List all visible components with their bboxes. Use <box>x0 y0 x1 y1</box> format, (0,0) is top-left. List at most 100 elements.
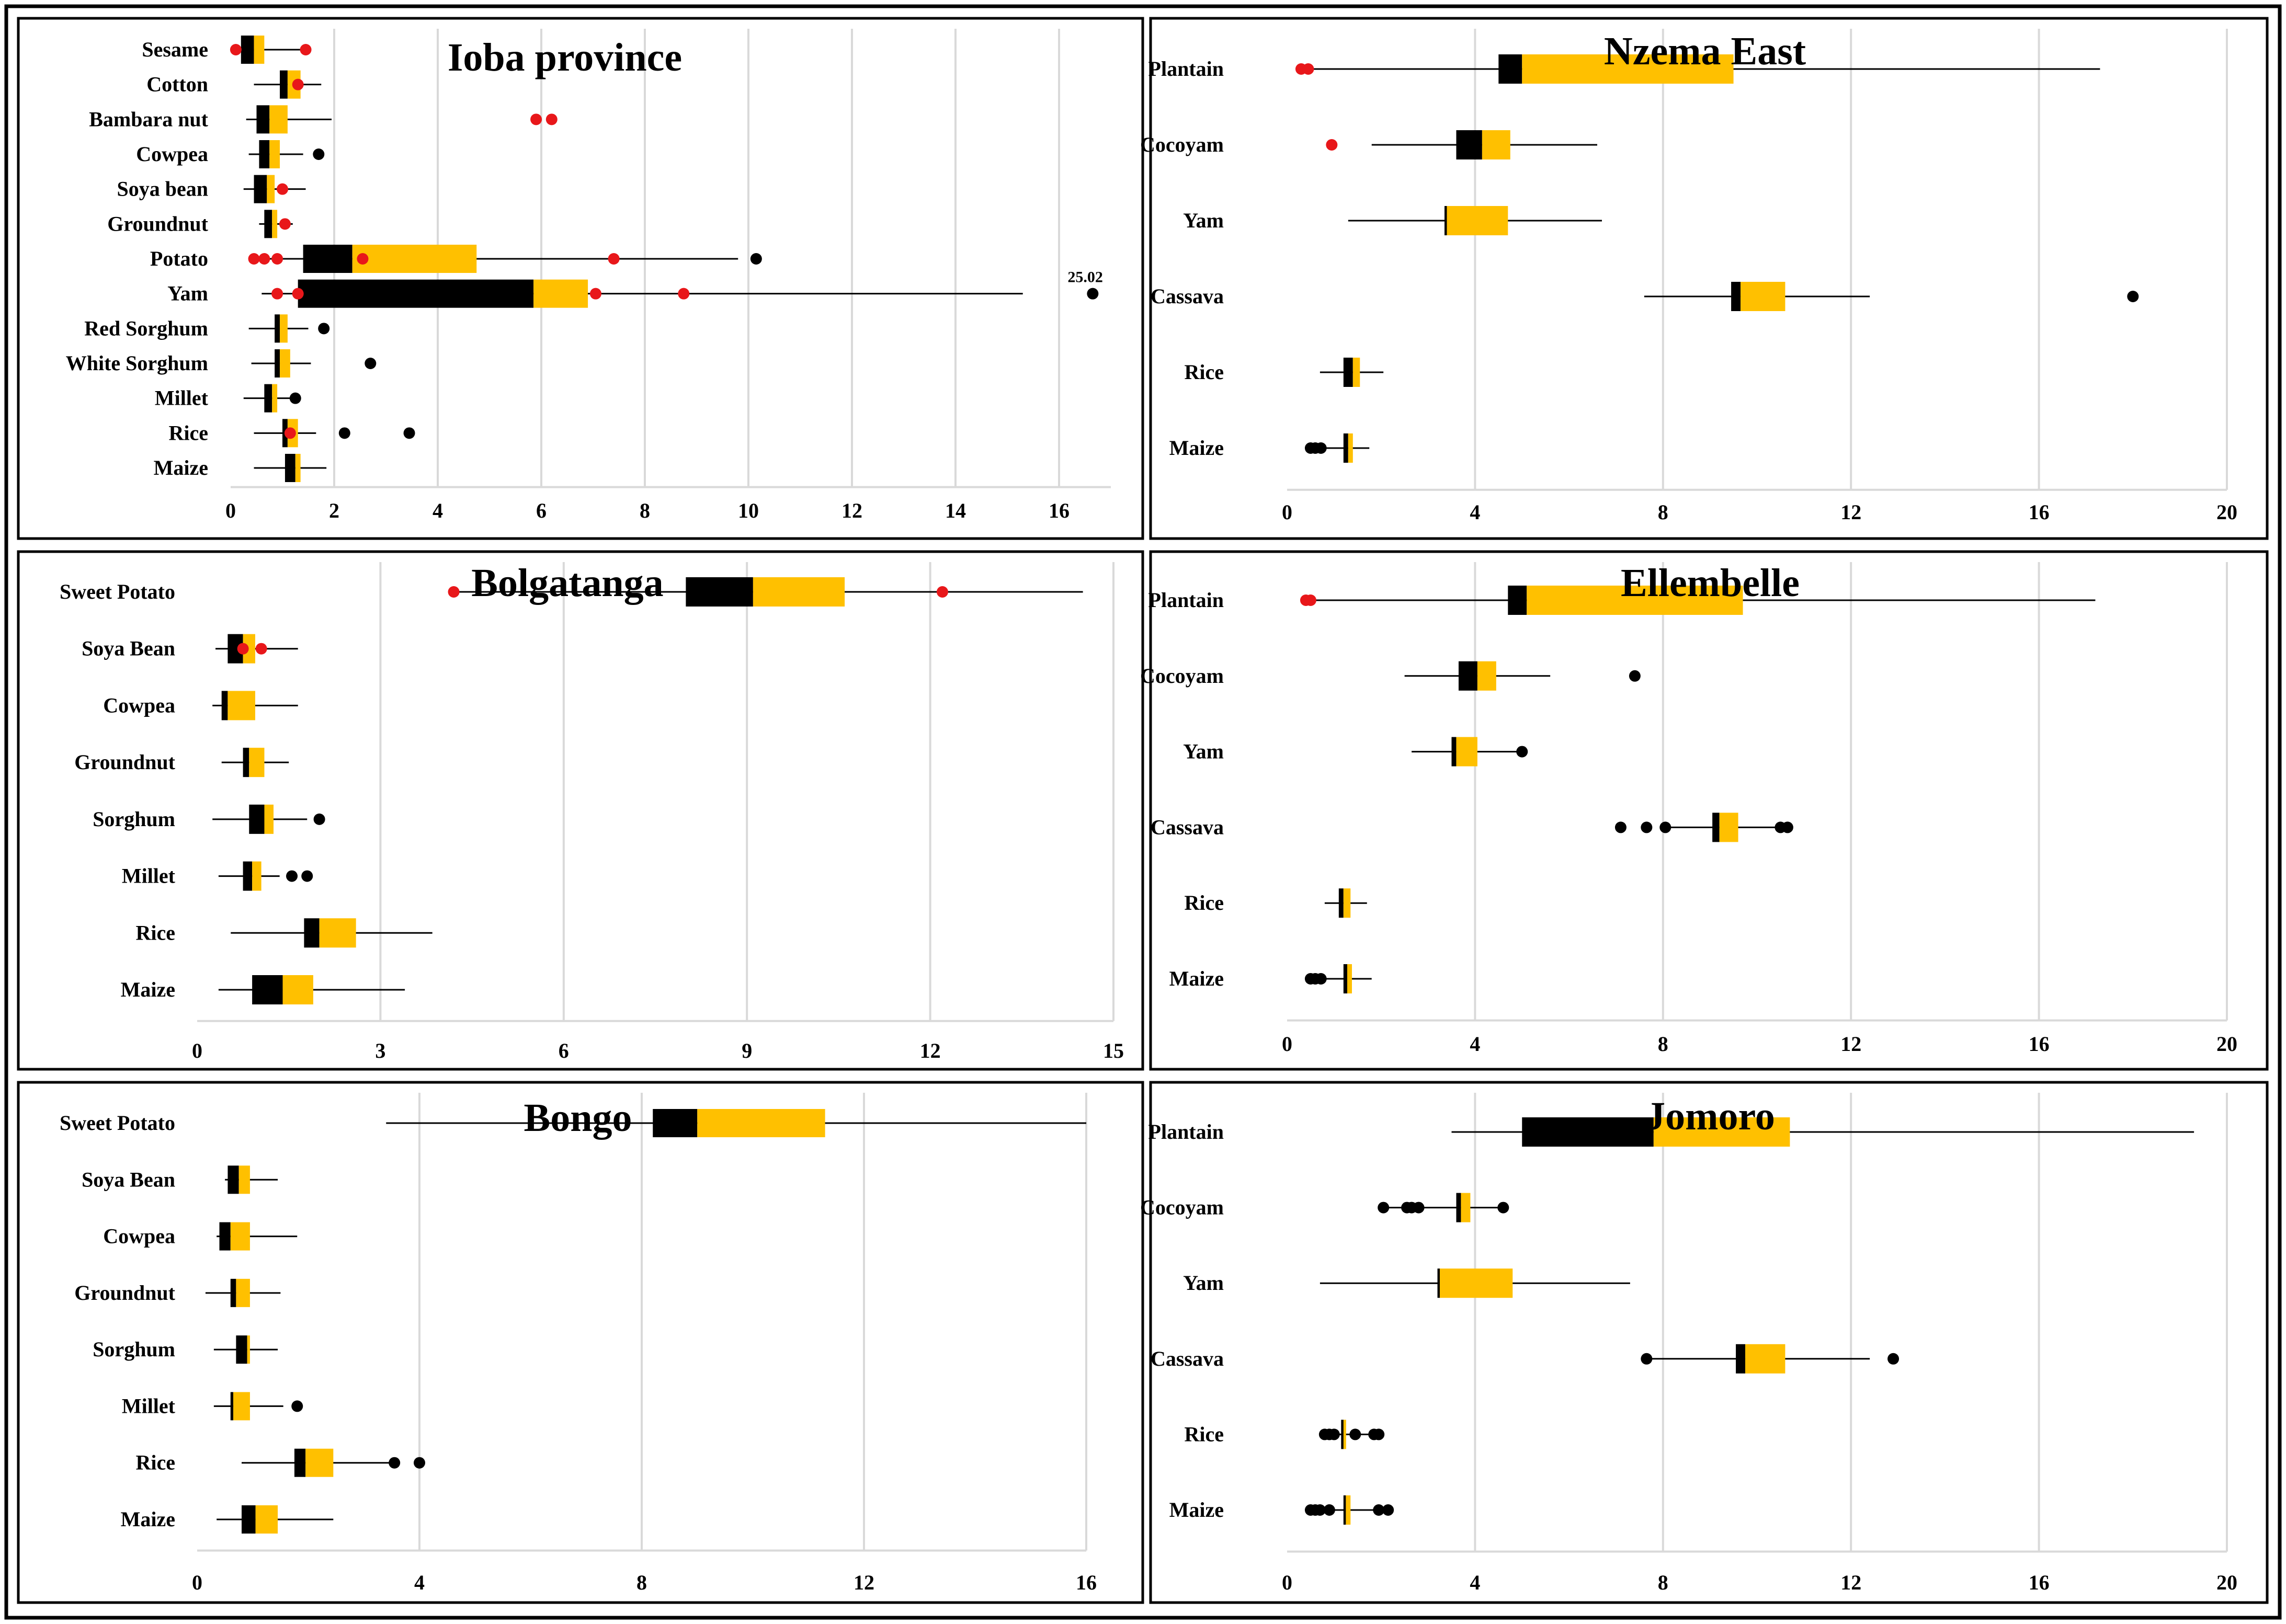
category-label: Rice <box>1184 360 1224 384</box>
x-tick-label: 4 <box>1470 1032 1480 1056</box>
x-tick-label: 0 <box>192 1039 202 1062</box>
box-lower-quartile <box>298 279 534 308</box>
outlier-point <box>300 44 312 55</box>
category-label: Cocoyam <box>1140 133 1224 156</box>
box-lower-quartile <box>1343 358 1353 387</box>
outlier-point <box>1326 139 1338 151</box>
outlier-point <box>1315 973 1327 985</box>
box-lower-quartile <box>228 1165 239 1194</box>
outlier-point <box>1302 63 1314 75</box>
box-upper-quartile <box>1653 1117 1790 1147</box>
outlier-point <box>292 288 304 300</box>
outlier-point <box>230 44 242 55</box>
box-upper-quartile <box>233 1392 250 1421</box>
box-lower-quartile <box>1437 1268 1440 1298</box>
category-label: Soya bean <box>117 177 209 201</box>
outlier-point <box>277 183 288 195</box>
category-label: Yam <box>1183 740 1224 763</box>
chart-panel: 0 4 8 12 16 Sweet Potato Soya Bean Cowpea Ground… <box>17 1081 1144 1604</box>
outlier-point <box>248 253 260 265</box>
outlier-point <box>313 813 325 825</box>
x-tick-label: 6 <box>536 499 547 522</box>
x-tick-label: 0 <box>1282 1571 1292 1594</box>
category-label: Sorghum <box>93 807 175 831</box>
box-lower-quartile <box>243 748 249 777</box>
outlier-point <box>279 218 291 230</box>
box-lower-quartile <box>653 1109 698 1137</box>
box-upper-quartile <box>243 634 255 664</box>
category-label: Cocoyam <box>1140 664 1224 688</box>
x-tick-label: 4 <box>1470 1571 1480 1594</box>
outlier-point <box>338 427 350 439</box>
outlier-point <box>1373 1504 1385 1516</box>
box-upper-quartile <box>230 1222 250 1251</box>
category-label: Maize <box>121 1507 175 1531</box>
x-tick-label: 12 <box>841 499 862 522</box>
box-upper-quartile <box>1456 737 1477 767</box>
x-tick-label: 8 <box>1658 1571 1668 1594</box>
panel-border <box>1149 1081 2269 1604</box>
box-upper-quartile <box>267 175 275 203</box>
box-upper-quartile <box>269 105 288 134</box>
category-label: Soya Bean <box>82 637 175 660</box>
box-lower-quartile <box>1343 1495 1346 1525</box>
x-tick-label: 16 <box>2029 1032 2050 1056</box>
x-tick-label: 20 <box>2216 1571 2237 1594</box>
outlier-point <box>286 870 298 882</box>
x-tick-label: 12 <box>1840 1032 1861 1056</box>
x-tick-label: 12 <box>1840 500 1861 524</box>
x-tick-label: 0 <box>1282 500 1292 524</box>
box-lower-quartile <box>1712 813 1720 842</box>
category-label: Potato <box>150 247 208 270</box>
category-label: Maize <box>154 456 208 479</box>
outlier-point <box>1887 1353 1900 1365</box>
box-upper-quartile <box>269 140 280 168</box>
outlier-point <box>1378 1202 1390 1214</box>
box-lower-quartile <box>1458 661 1477 691</box>
x-tick-label: 4 <box>433 499 443 522</box>
chart-panel: 0 4 8 12 16 20 Plantain Cocoyam Yam Cassava Rice Ma… <box>1140 550 2269 1071</box>
x-tick-label: 3 <box>375 1039 385 1062</box>
category-label: Rice <box>168 421 208 444</box>
outlier-point <box>1641 821 1653 833</box>
outlier-point <box>1349 1428 1361 1440</box>
outlier-point <box>291 1400 303 1412</box>
x-tick-label: 16 <box>2029 1571 2050 1594</box>
outlier-point <box>1413 1202 1425 1214</box>
box-upper-quartile <box>1348 433 1353 463</box>
x-tick-label: 12 <box>920 1039 941 1062</box>
category-label: Rice <box>135 921 175 944</box>
outlier-point <box>1497 1202 1509 1214</box>
category-label: Maize <box>121 978 175 1001</box>
x-tick-label: 2 <box>329 499 339 522</box>
category-label: Rice <box>1184 1422 1224 1446</box>
x-tick-label: 16 <box>1049 499 1070 522</box>
box-upper-quartile <box>1482 130 1510 159</box>
box-lower-quartile <box>285 454 295 482</box>
outlier-point <box>1315 442 1327 454</box>
category-label: Red Sorghum <box>84 316 208 340</box>
outlier-point <box>1314 1504 1326 1516</box>
chart-title: Ioba province <box>448 36 682 79</box>
x-tick-label: 0 <box>225 499 236 522</box>
category-label: Cassava <box>1151 1347 1224 1370</box>
category-label: Rice <box>135 1451 175 1474</box>
chart-title: Bongo <box>524 1096 632 1140</box>
box-lower-quartile <box>1338 888 1344 918</box>
x-tick-label: 12 <box>854 1571 874 1594</box>
box-lower-quartile <box>221 691 228 720</box>
x-tick-label: 8 <box>640 499 650 522</box>
box-lower-quartile <box>219 1222 231 1251</box>
box-lower-quartile <box>304 918 320 948</box>
x-tick-label: 16 <box>2029 500 2050 524</box>
box-lower-quartile <box>303 245 352 273</box>
outlier-point <box>589 288 601 300</box>
box-upper-quartile <box>255 1505 278 1534</box>
category-label: Maize <box>1169 436 1224 460</box>
outlier-point <box>258 253 270 265</box>
box-lower-quartile <box>230 1392 234 1421</box>
box-upper-quartile <box>264 804 274 834</box>
x-tick-label: 16 <box>1076 1571 1097 1594</box>
box-upper-quartile <box>1461 1193 1471 1222</box>
